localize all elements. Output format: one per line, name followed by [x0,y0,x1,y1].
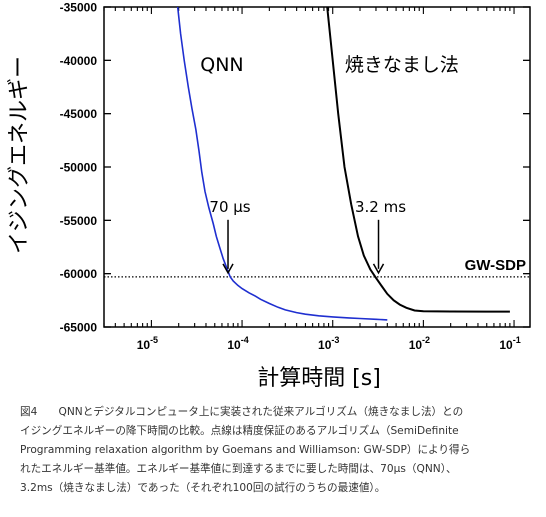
y-tick-label: -45000 [60,107,98,121]
gw-sdp-label: GW-SDP [465,257,526,274]
caption-line: イジングエネルギーの降下時間の比較。点線は精度保証のあるアルゴリズム（SemiD… [20,425,459,437]
x-tick-label: 10-1 [499,335,520,352]
annotation-arrow-head [372,263,385,275]
qnn-time-annotation: 70 μs [209,198,250,216]
y-axis-title: イジングエネルギー [7,56,32,254]
annealing-series-line [326,7,510,313]
annealing-series-label: 焼きなまし法 [345,54,459,76]
x-tick-label: 10-5 [137,335,158,352]
caption-line: 図4 QNNとデジタルコンピュータ上に実装された従来アルゴリズム（焼きなまし法）… [20,406,464,418]
x-axis-title: 計算時間 [s] [257,366,381,391]
annotation-arrow-head [222,263,234,275]
x-tick-label: 10-4 [227,335,248,352]
x-tick-label: 10-2 [409,335,430,352]
caption-line: 3.2ms（焼きなまし法）であった（それぞれ100回の試行のうちの最速値）。 [20,482,386,494]
qnn-series-line [176,7,388,321]
caption-line: Programming relaxation algorithm by Goem… [20,444,471,456]
y-tick-label: -55000 [60,214,98,228]
y-tick-label: -65000 [60,321,98,335]
plot-frame [103,6,531,328]
annealing-time-annotation: 3.2 ms [355,198,406,216]
qnn-series-label: QNN [200,54,243,76]
y-tick-label: -40000 [60,54,98,68]
x-tick-label: 10-3 [318,335,339,352]
caption-line: れたエネルギー基準値。エネルギー基準値に到達するまでに要した時間は、70μs（Q… [20,463,457,475]
y-tick-label: -50000 [60,161,98,175]
energy-chart: -35000 -40000 -45000 -50000 -55000 -60000 -650… [7,1,531,391]
y-tick-label: -35000 [60,1,98,15]
y-tick-label: -60000 [60,267,98,281]
figure-caption: 図4 QNNとデジタルコンピュータ上に実装された従来アルゴリズム（焼きなまし法）… [20,403,530,498]
